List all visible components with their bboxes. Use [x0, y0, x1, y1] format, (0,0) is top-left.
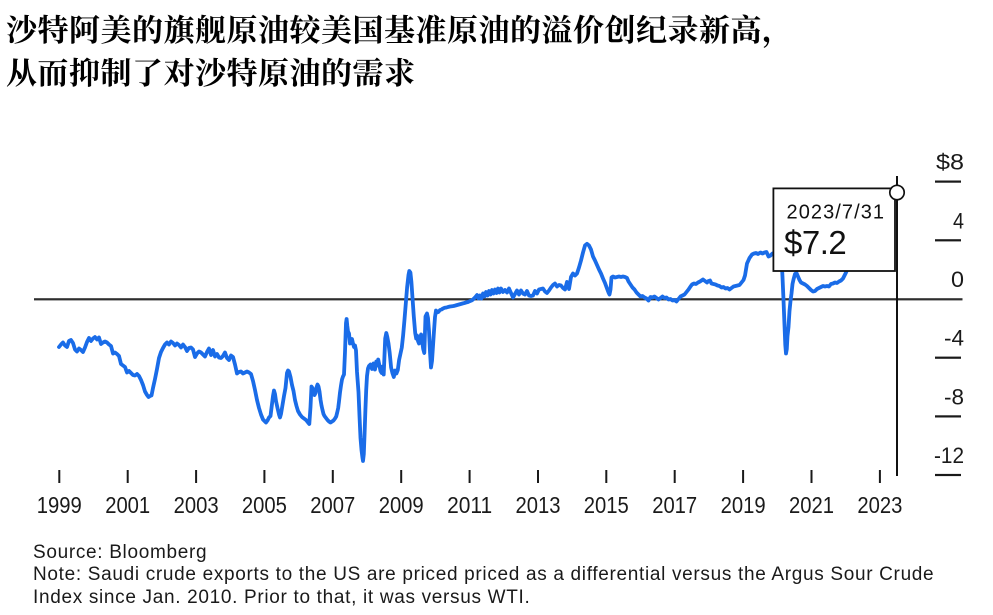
svg-text:2009: 2009	[379, 492, 424, 518]
svg-text:2011: 2011	[447, 492, 492, 518]
svg-text:-8: -8	[944, 384, 964, 409]
svg-text:2003: 2003	[174, 492, 219, 518]
svg-text:-12: -12	[934, 443, 964, 468]
svg-text:-4: -4	[944, 326, 964, 351]
svg-text:2005: 2005	[242, 492, 287, 518]
svg-text:2007: 2007	[310, 492, 355, 518]
svg-text:2023: 2023	[857, 492, 902, 518]
svg-text:4: 4	[953, 208, 964, 233]
svg-text:2023/7/31: 2023/7/31	[787, 202, 885, 224]
svg-text:0: 0	[951, 267, 964, 292]
svg-text:1999: 1999	[37, 492, 82, 518]
svg-text:2021: 2021	[789, 492, 834, 518]
svg-text:2001: 2001	[105, 492, 150, 518]
svg-text:2017: 2017	[652, 492, 697, 518]
svg-text:$8: $8	[936, 150, 964, 175]
svg-text:2019: 2019	[721, 492, 766, 518]
svg-text:2015: 2015	[584, 492, 629, 518]
svg-text:2013: 2013	[516, 492, 561, 518]
svg-text:$7.2: $7.2	[784, 224, 846, 261]
